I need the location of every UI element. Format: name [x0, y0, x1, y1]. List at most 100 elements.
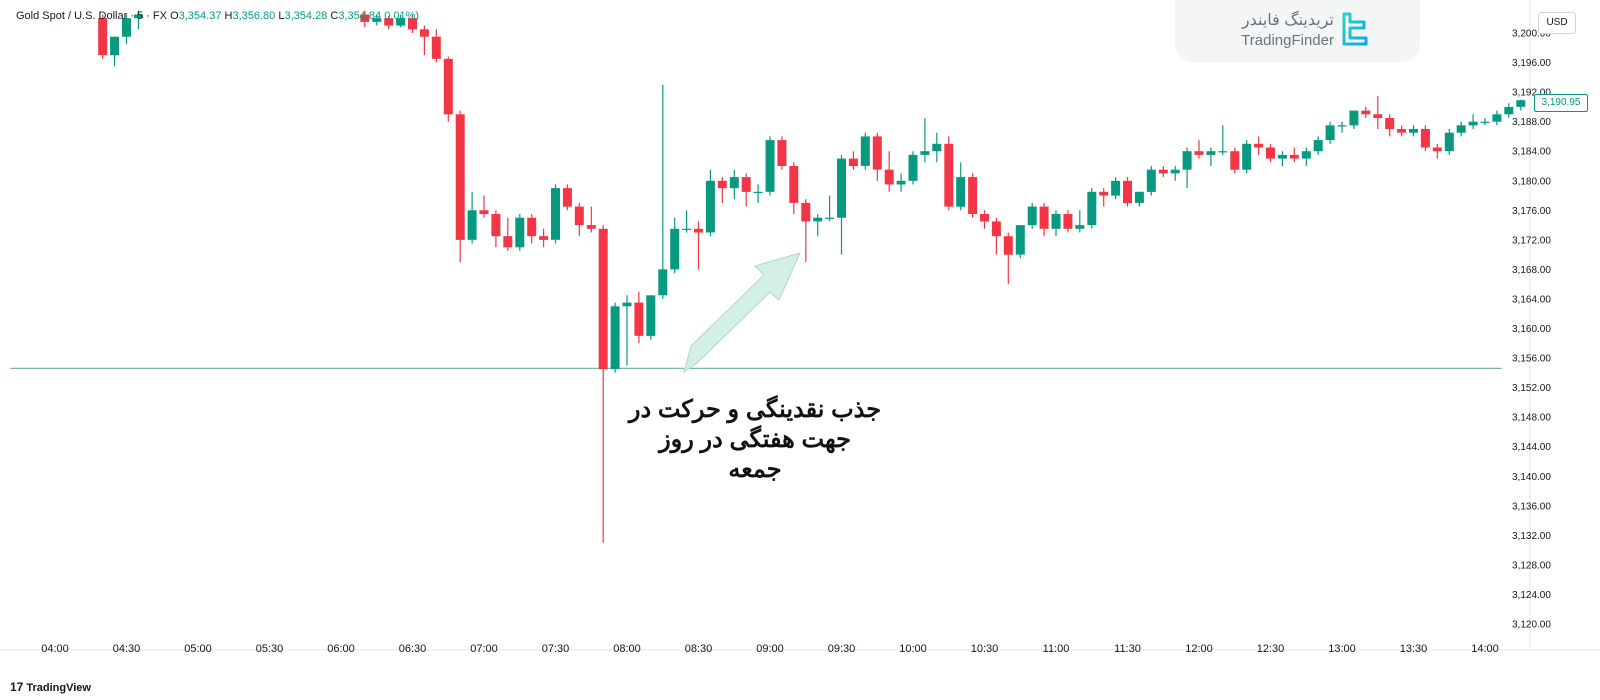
candle-body [1146, 169, 1156, 192]
candle [920, 118, 930, 163]
candle [1063, 210, 1073, 233]
candle [1111, 177, 1121, 200]
currency-button[interactable]: USD [1538, 12, 1576, 34]
candle-body [1218, 151, 1228, 153]
x-tick-label: 12:30 [1257, 643, 1285, 655]
candle [717, 177, 727, 203]
y-tick-label: 3,136.00 [1512, 501, 1551, 512]
candle [431, 29, 441, 63]
candle [1432, 143, 1442, 159]
candle-body [431, 36, 441, 59]
candle [562, 184, 572, 211]
candle-body [1516, 100, 1526, 107]
candle-body [1075, 225, 1085, 229]
x-tick-label: 14:00 [1471, 643, 1499, 655]
candle-body [1039, 206, 1049, 229]
candle-body [1242, 143, 1252, 170]
candle-body [956, 177, 966, 207]
candle [467, 191, 477, 244]
candle [372, 14, 382, 26]
candlestick-series [98, 10, 1526, 543]
candle-body [860, 136, 870, 166]
candle [443, 56, 453, 122]
candle-body [801, 202, 811, 222]
candle [1266, 143, 1275, 163]
candle [1051, 210, 1061, 237]
candle-body [622, 302, 632, 307]
candle [455, 110, 465, 262]
candle-body [980, 214, 989, 222]
price-axis[interactable]: 3,120.00 3,124.00 3,128.00 3,132.00 3,136.00… [1512, 29, 1551, 631]
candle [527, 214, 537, 244]
candle [932, 132, 942, 163]
candle-body [1087, 191, 1097, 225]
candle [860, 132, 870, 170]
candle-body [920, 151, 930, 155]
symbol-name: Gold Spot / U.S. Dollar · 5 · FX [16, 10, 167, 22]
candle-body [1111, 180, 1121, 196]
candle [491, 210, 501, 248]
candle-body [1289, 154, 1299, 159]
candle [598, 225, 608, 543]
y-tick-label: 3,188.00 [1512, 117, 1551, 128]
candle [789, 162, 799, 214]
x-tick-label: 09:00 [756, 643, 784, 655]
candle [586, 206, 596, 233]
candle [1444, 129, 1454, 155]
candle-body [443, 58, 453, 115]
candle-body [1313, 140, 1323, 152]
candle [1277, 151, 1287, 166]
candle [1087, 188, 1097, 229]
time-axis[interactable]: 04:00 04:30 05:00 05:30 06:00 06:30 07:00 07:30… [41, 643, 1499, 655]
candle [1146, 166, 1156, 196]
candle [884, 151, 894, 192]
candle-body [110, 36, 120, 56]
candle [705, 169, 715, 237]
x-tick-label: 13:30 [1400, 643, 1428, 655]
y-tick-label: 3,128.00 [1512, 560, 1551, 571]
candle-body [610, 306, 620, 370]
candle-body [1373, 114, 1383, 118]
candle [360, 10, 370, 28]
candle-body [1015, 225, 1025, 255]
candle [1194, 140, 1204, 159]
candle [896, 173, 906, 192]
tradingview-brand[interactable]: 17 TradingView [10, 680, 91, 694]
candle-body [765, 140, 775, 192]
candle-body [658, 269, 668, 296]
candle [634, 291, 644, 344]
y-tick-label: 3,160.00 [1512, 324, 1551, 335]
candle-body [1325, 125, 1335, 141]
candle [848, 151, 858, 170]
candle [1456, 121, 1466, 137]
candle-body [1206, 151, 1216, 155]
tradingfinder-logo: تریدینگ فایندر TradingFinder [1175, 0, 1420, 62]
candle-body [705, 180, 715, 233]
high-value: 3,356.80 [232, 10, 276, 22]
candle-body [419, 29, 429, 37]
candle [777, 136, 787, 170]
candle [1003, 232, 1013, 285]
candle-body [1420, 129, 1430, 148]
x-tick-label: 04:30 [113, 643, 141, 655]
candle [1218, 125, 1228, 155]
close-value: 3,354.84 [338, 10, 382, 22]
candle [1158, 166, 1168, 178]
candle [753, 184, 763, 203]
y-tick-label: 3,148.00 [1512, 413, 1551, 424]
candle [408, 14, 417, 33]
candle [658, 84, 668, 299]
candle [551, 184, 560, 244]
candle [968, 173, 978, 218]
x-tick-label: 08:00 [613, 643, 641, 655]
candle-body [1182, 151, 1192, 170]
candle [1480, 118, 1490, 126]
candle-body [1134, 191, 1144, 203]
x-tick-label: 07:30 [542, 643, 570, 655]
candle [610, 302, 620, 373]
candle-body [789, 166, 799, 203]
x-tick-label: 06:30 [399, 643, 427, 655]
candle [670, 217, 680, 274]
open-value: 3,354.37 [178, 10, 222, 22]
